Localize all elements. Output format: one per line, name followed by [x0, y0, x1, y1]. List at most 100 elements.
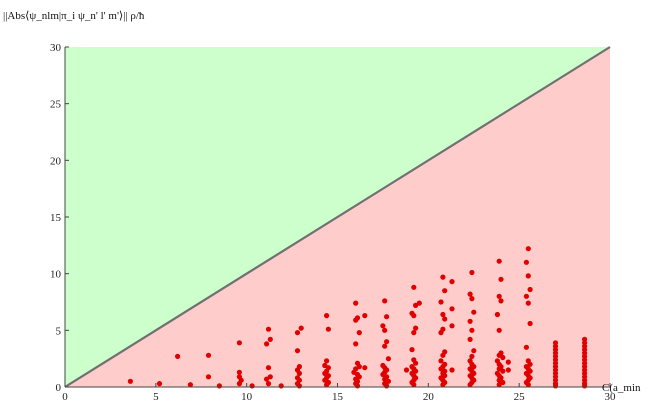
x-tick-label: 15 — [332, 391, 344, 403]
data-point — [523, 259, 530, 265]
data-point — [440, 352, 446, 358]
data-point — [496, 327, 502, 333]
data-point — [362, 313, 368, 319]
data-point — [403, 367, 410, 373]
y-axis-ticks: 0 5 10 15 20 25 30 — [50, 42, 69, 394]
data-point — [440, 382, 446, 388]
x-tick-label: 0 — [62, 391, 68, 403]
data-point — [413, 325, 419, 331]
data-point — [294, 348, 301, 354]
data-point — [385, 356, 391, 362]
data-point — [382, 343, 388, 349]
data-point — [411, 382, 417, 388]
x-axis-label: C(a_min — [602, 382, 641, 394]
data-point — [498, 276, 504, 282]
data-point — [324, 313, 330, 319]
y-tick-label: 20 — [50, 155, 62, 167]
data-point — [353, 341, 359, 347]
y-tick-label: 30 — [50, 42, 62, 54]
data-point — [205, 352, 212, 358]
data-point — [500, 368, 506, 374]
data-point — [505, 367, 511, 373]
data-point — [354, 383, 361, 389]
y-tick-label: 15 — [50, 212, 62, 224]
data-point — [296, 383, 302, 389]
data-point — [552, 383, 559, 389]
data-point — [525, 300, 531, 306]
data-point — [449, 279, 455, 285]
data-point — [382, 298, 388, 304]
data-point — [438, 299, 444, 305]
data-point — [411, 330, 417, 336]
data-point — [525, 382, 531, 388]
data-point — [324, 358, 330, 364]
x-tick-label: 5 — [153, 391, 159, 403]
data-point — [384, 314, 390, 320]
data-point — [325, 326, 331, 332]
data-point — [356, 330, 362, 336]
data-point — [296, 370, 302, 376]
data-point — [469, 327, 475, 333]
data-point — [496, 258, 502, 264]
data-point — [496, 382, 502, 388]
data-point — [236, 340, 242, 346]
diagonal-line — [64, 46, 611, 388]
x-axis-ticks: 0 5 10 15 20 25 30 — [62, 383, 616, 403]
data-point — [469, 296, 475, 302]
data-point — [442, 316, 448, 322]
data-point — [175, 353, 181, 359]
y-tick-label: 0 — [56, 382, 62, 394]
data-point — [249, 383, 255, 389]
data-point — [216, 383, 222, 389]
data-point — [449, 306, 455, 312]
data-point — [205, 374, 212, 380]
data-point — [523, 344, 530, 350]
data-point — [380, 323, 386, 329]
data-point — [384, 339, 390, 345]
data-point — [324, 382, 330, 388]
data-point — [236, 369, 242, 375]
data-point — [467, 336, 473, 342]
y-tick-label: 5 — [56, 325, 62, 337]
data-point — [267, 374, 273, 380]
data-point — [382, 327, 388, 333]
data-point — [265, 381, 272, 387]
data-point — [353, 300, 359, 306]
data-point — [440, 311, 446, 318]
data-point — [467, 382, 473, 388]
data-point — [467, 291, 473, 297]
data-point — [411, 313, 417, 319]
data-point — [527, 286, 533, 293]
data-point — [278, 383, 284, 389]
data-point — [156, 381, 163, 387]
data-point — [294, 330, 301, 336]
data-point — [469, 353, 475, 359]
y-tick-label: 10 — [50, 269, 62, 281]
data-points — [127, 246, 588, 389]
data-point — [525, 246, 531, 252]
data-point — [409, 347, 415, 353]
data-point — [449, 367, 455, 373]
x-tick-label: 20 — [423, 391, 435, 403]
data-point — [449, 323, 455, 329]
data-point — [525, 273, 531, 279]
data-point — [471, 309, 477, 315]
x-tick-label: 30 — [605, 391, 617, 403]
data-point — [267, 336, 273, 342]
data-point — [438, 358, 444, 364]
x-tick-label: 10 — [241, 391, 253, 403]
data-point — [440, 274, 446, 280]
data-point — [298, 325, 304, 331]
data-point — [384, 383, 390, 389]
data-point — [265, 365, 272, 371]
data-point — [442, 288, 448, 294]
data-point — [496, 293, 502, 299]
data-point — [498, 298, 504, 304]
data-point — [127, 378, 133, 384]
data-point — [527, 320, 533, 327]
data-point — [438, 330, 444, 336]
data-point — [411, 284, 417, 290]
data-point — [362, 365, 368, 371]
data-point — [265, 326, 272, 332]
